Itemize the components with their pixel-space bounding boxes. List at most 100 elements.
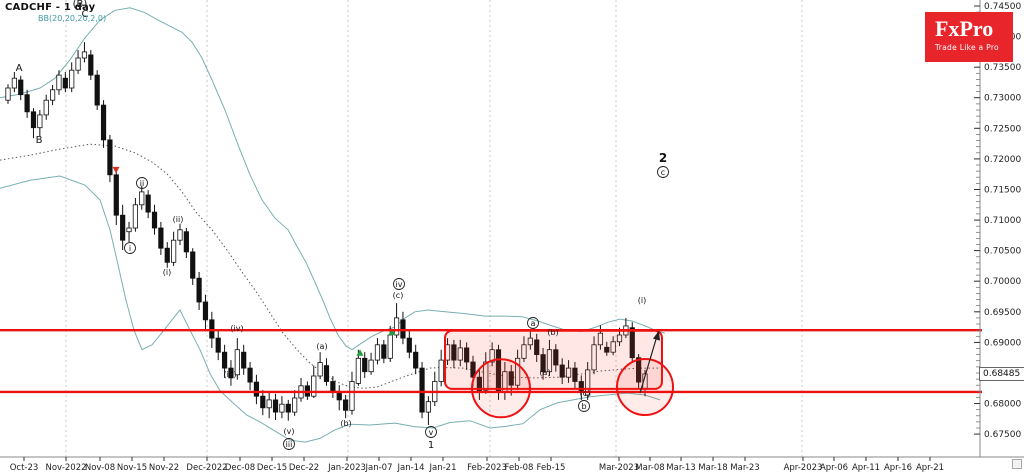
candle-body [177, 229, 183, 241]
wave-label-circle [283, 438, 295, 450]
date-axis-label: Apr-2023 [784, 463, 823, 473]
candle-body [279, 403, 285, 413]
candle-body [81, 51, 88, 59]
wave-label: (i) [163, 268, 171, 277]
indicator-label[interactable]: BB(20,20,20,2,0) [38, 14, 107, 23]
wave-label: (a) [539, 368, 550, 377]
wave-label: C [82, 9, 89, 20]
candle-body [49, 89, 56, 101]
candle-body [139, 191, 145, 206]
candle-body [62, 77, 68, 89]
candle-body [311, 375, 317, 397]
candle-body [253, 381, 260, 397]
candle-body [534, 339, 540, 355]
candle-body [336, 391, 342, 401]
candle-body [190, 251, 196, 279]
price-axis-label: 0.70500 [984, 247, 1021, 257]
candle-body [343, 399, 349, 411]
wave-label: (c) [580, 389, 591, 398]
wave-label: (b) [547, 328, 558, 337]
candle-body [508, 371, 514, 386]
candle-body [5, 87, 11, 101]
price-axis-label: 0.71000 [984, 216, 1021, 226]
trend-arrow-head [653, 330, 660, 341]
candle-body [489, 349, 495, 363]
date-axis-label: Nov-15 [117, 463, 147, 473]
wave-label-circle [527, 317, 539, 329]
date-axis-label: Jan-21 [429, 463, 457, 473]
candle-body [585, 369, 591, 396]
candle-body [94, 74, 100, 106]
candle-body [228, 367, 234, 379]
candle-body [272, 399, 279, 413]
candle-body [120, 214, 126, 241]
wave-label: iv [396, 280, 403, 289]
date-axis-label: Apr-21 [916, 463, 944, 473]
date-axis-label: Feb-15 [537, 463, 566, 473]
candle-body [413, 351, 419, 369]
price-axis-label: 0.67500 [984, 430, 1021, 440]
date-axis-label: Dec-2022 [186, 463, 227, 473]
wave-label-circle [136, 177, 148, 189]
candle-body [470, 361, 476, 378]
candle-body [604, 346, 610, 353]
date-axis-label: Nov-08 [85, 463, 115, 473]
signal-markers [112, 166, 396, 356]
candle-body [107, 139, 113, 176]
axis-corner-widget[interactable] [1012, 459, 1022, 469]
candle-body [406, 337, 412, 353]
wave-label: (c) [393, 291, 404, 300]
date-axis-label: Mar-18 [698, 463, 727, 473]
trend-arrow-line [639, 332, 659, 394]
highlight-circle [471, 358, 531, 419]
bollinger-upper-band [0, 7, 666, 351]
candle-body [381, 344, 387, 359]
wave-label: i [129, 244, 131, 253]
candle-body [457, 347, 463, 361]
date-axis-label: Jan-2023 [327, 463, 366, 473]
candle-body [145, 194, 151, 213]
candle-body [30, 111, 37, 129]
buy-signal-icon [388, 328, 396, 335]
candle-body [132, 204, 138, 229]
date-axis-label: Apr-11 [852, 463, 880, 473]
candle-body [527, 337, 533, 346]
candle-body [285, 403, 291, 413]
wave-label-circle [393, 278, 405, 290]
price-axis-label: 0.73500 [984, 63, 1021, 73]
candle-body [629, 327, 635, 359]
candle-body [183, 231, 189, 253]
candle-body [572, 367, 578, 382]
wave-label: (ii) [173, 215, 184, 224]
date-axis-label: Mar-08 [635, 463, 664, 473]
price-axis-label: 0.71500 [984, 186, 1021, 196]
price-axis-label: 0.74500 [984, 2, 1021, 12]
wave-label: B [36, 135, 43, 146]
candle-body [158, 227, 164, 249]
candle-body [393, 317, 400, 336]
buy-signal-icon [356, 349, 364, 356]
candle-body [113, 174, 119, 216]
wave-label: ii [140, 179, 144, 188]
price-axis-label: 0.73000 [984, 94, 1021, 104]
date-axis-label: Feb-2023 [467, 463, 507, 473]
candle-body [362, 357, 368, 373]
candle-body [18, 79, 24, 96]
candle-body [330, 381, 336, 393]
date-axis-label: Dec-08 [225, 463, 255, 473]
date-axis-label: Mar-2023 [599, 463, 639, 473]
candle-body [126, 227, 132, 233]
candle-body [215, 337, 221, 353]
wave-label: (B) [73, 0, 88, 10]
candle-body [202, 301, 209, 321]
date-axis-label: Apr-16 [884, 463, 912, 473]
wave-label: (iv) [230, 324, 243, 333]
symbol-title: CADCHF - 1 day [5, 2, 96, 13]
candle-body [43, 99, 49, 116]
candle-body [451, 344, 457, 361]
candle-body [355, 357, 361, 384]
candle-body [400, 319, 406, 339]
candle-body [610, 341, 616, 353]
